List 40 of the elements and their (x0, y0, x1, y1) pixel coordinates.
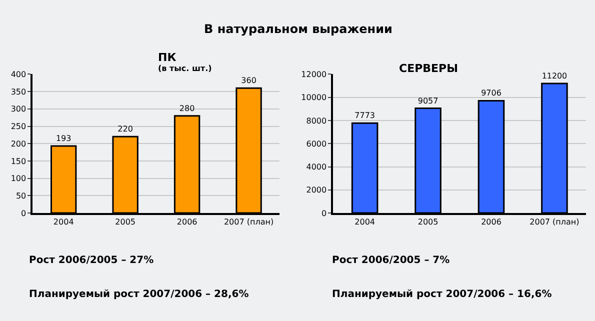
y-tick-label: 0 (322, 208, 327, 218)
y-tick-label: 0 (21, 208, 26, 218)
y-tick-label: 6000 (306, 139, 327, 148)
text: В натуральном выражении (204, 22, 392, 36)
text: Планируемый рост 2007/2006 – 16,6% (332, 289, 552, 300)
y-tick-label: 8000 (306, 116, 327, 126)
x-tick-label: 2007 (план) (224, 218, 274, 227)
y-tick-label: 12000 (301, 70, 327, 79)
chart-title: ПК (158, 51, 176, 64)
y-tick-label: 300 (10, 104, 26, 114)
data-label: 360 (241, 76, 256, 86)
data-label: 280 (179, 104, 195, 113)
x-tick-label: 2005 (418, 218, 438, 227)
x-tick-label: 2006 (481, 218, 502, 227)
x-tick-label: 2006 (176, 218, 198, 227)
y-tick-label: 4000 (306, 162, 327, 172)
y-tick-label: 250 (10, 122, 26, 132)
y-tick-label: 100 (10, 174, 26, 184)
x-tick-label: 2005 (115, 218, 136, 227)
data-label: 193 (56, 134, 72, 144)
y-tick-label: 350 (10, 87, 26, 96)
data-label: 220 (118, 124, 133, 134)
data-label: 9706 (481, 88, 502, 98)
y-tick-label: 10000 (301, 93, 327, 102)
y-tick-label: 50 (16, 191, 26, 200)
y-tick-label: 200 (10, 139, 26, 148)
data-label: 7773 (354, 111, 375, 120)
chart-title: СЕРВЕРЫ (399, 62, 458, 75)
data-label: 11200 (542, 71, 568, 80)
y-tick-label: 150 (10, 156, 26, 166)
text: Рост 2006/2005 – 7% (332, 255, 450, 266)
x-tick-label: 2004 (53, 218, 74, 227)
x-tick-label: 2004 (354, 218, 375, 227)
y-tick-label: 2000 (306, 186, 327, 195)
data-label: 9057 (418, 96, 438, 106)
text: Планируемый рост 2007/2006 – 28,6% (29, 289, 249, 300)
text: Рост 2006/2005 – 27% (29, 255, 154, 266)
y-tick-label: 400 (10, 70, 26, 79)
x-tick-label: 2007 (план) (530, 218, 580, 227)
chart-subtitle: (в тыс. шт.) (158, 64, 212, 73)
